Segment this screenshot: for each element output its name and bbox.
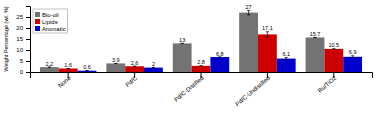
error-bar: [351, 56, 354, 58]
error-bar: [332, 48, 335, 49]
series-bars: [40, 10, 324, 72]
data-label: 0.6: [83, 64, 91, 70]
x-tick-label: Pd/C: [124, 74, 139, 88]
y-tick-label: 0: [20, 69, 24, 75]
y-tick-mark: [26, 72, 30, 73]
y-tick-label: 10: [16, 47, 23, 53]
y-axis-line: [26, 7, 31, 73]
bar: [59, 68, 78, 72]
legend-label: Bio-oil: [42, 12, 59, 18]
bars: [40, 10, 362, 72]
bar: [40, 67, 59, 72]
data-label: 2.2: [46, 61, 54, 67]
data-labels: 2.2 3.9 13 27 15.7 1.6 2.6 2.8 17.1 10.5 0.6 2 6.8 6.…: [46, 4, 357, 70]
y-tick: 0: [20, 69, 30, 75]
y-tick-mark: [26, 17, 30, 18]
y-tick: 20: [16, 25, 30, 31]
y-tick-label: 5: [20, 58, 24, 64]
chart: 2.2 3.9 13 27 15.7 1.6 2.6 2.8 17.1 10.5 0.6 2 6.8 6.…: [0, 0, 378, 118]
data-label: 3.9: [112, 57, 120, 63]
y-tick-mark: [26, 28, 30, 29]
bar: [125, 66, 144, 72]
bar: [324, 49, 343, 72]
x-tick-label: Pd/C-Undistilled: [234, 75, 271, 107]
bar: [277, 59, 296, 72]
data-label: 6.9: [349, 49, 357, 55]
legend-label: Aromatic: [42, 26, 66, 32]
y-tick-mark: [26, 61, 30, 62]
y-axis-title: Weight Percentage (wt. %): [3, 6, 9, 71]
error-bar: [67, 68, 70, 69]
legend-label: Lipids: [42, 19, 58, 25]
y-tick-mark: [26, 39, 30, 40]
y-tick-label: 15: [16, 36, 23, 42]
error-bar: [114, 63, 117, 64]
data-label: 1.6: [64, 62, 72, 68]
x-tick: Ru/TiO2: [317, 72, 338, 94]
y-tick-label: 25: [16, 14, 23, 20]
error-bar: [133, 66, 136, 67]
bar: [78, 71, 97, 72]
bar: [343, 57, 362, 72]
x-tick-label: Pd/C-Distilled: [173, 75, 205, 103]
data-label: 2.6: [131, 60, 139, 66]
legend-swatch: [35, 19, 40, 24]
error-bar: [247, 10, 250, 14]
x-tick-label: None: [57, 74, 72, 88]
plot: 2.2 3.9 13 27 15.7 1.6 2.6 2.8 17.1 10.5 0.6 2 6.8 6.…: [16, 4, 372, 107]
y-tick: 15: [16, 36, 30, 42]
data-label: 2: [152, 61, 155, 67]
legend: Bio-oilLipidsAromatic: [33, 9, 68, 33]
error-bar: [86, 70, 89, 71]
error-bar: [314, 37, 317, 38]
legend-item: Lipids: [35, 19, 58, 25]
legend-item: Bio-oil: [35, 12, 59, 18]
legend-item: Aromatic: [35, 26, 66, 32]
bar: [192, 66, 211, 72]
bar: [210, 57, 229, 72]
data-label: 15.7: [310, 31, 321, 37]
data-label: 17.1: [262, 25, 273, 31]
x-tick: Pd/C-Undistilled: [234, 72, 271, 107]
bar: [144, 68, 163, 72]
data-label: 27: [246, 4, 252, 10]
bar: [239, 13, 258, 72]
x-tick: Pd/C: [124, 72, 139, 88]
error-bar: [200, 65, 203, 66]
error-bar: [285, 57, 288, 59]
x-axis: None Pd/C Pd/C-Distilled Pd/C-Undistilled Ru…: [31, 72, 373, 107]
series-bars: [59, 32, 343, 72]
error-bar: [48, 67, 51, 68]
data-label: 6.1: [282, 51, 290, 57]
legend-swatch: [35, 26, 40, 31]
y-tick: 25: [16, 14, 30, 20]
data-label: 10.5: [328, 42, 339, 48]
legend-swatch: [35, 12, 40, 17]
y-tick: 10: [16, 47, 30, 53]
y-axis: 0 5 10 15 20 25: [16, 7, 30, 76]
y-tick: 5: [20, 58, 30, 64]
error-bar: [266, 32, 269, 37]
error-bar: [152, 67, 155, 68]
bar: [306, 37, 325, 72]
bar: [173, 43, 192, 72]
error-bar: [181, 43, 184, 44]
bar: [106, 63, 125, 72]
legend-frame: [33, 9, 68, 33]
x-tick: Pd/C-Distilled: [173, 72, 205, 103]
series-bars: [78, 56, 362, 72]
data-label: 6.8: [216, 51, 224, 57]
y-tick-mark: [26, 50, 30, 51]
y-tick-label: 20: [16, 25, 23, 31]
bar: [258, 34, 277, 72]
x-tick-label: Ru/TiO2: [317, 74, 338, 93]
x-tick: None: [57, 72, 72, 89]
data-label: 13: [179, 37, 185, 43]
data-label: 2.8: [197, 59, 205, 65]
error-bar: [218, 57, 221, 58]
